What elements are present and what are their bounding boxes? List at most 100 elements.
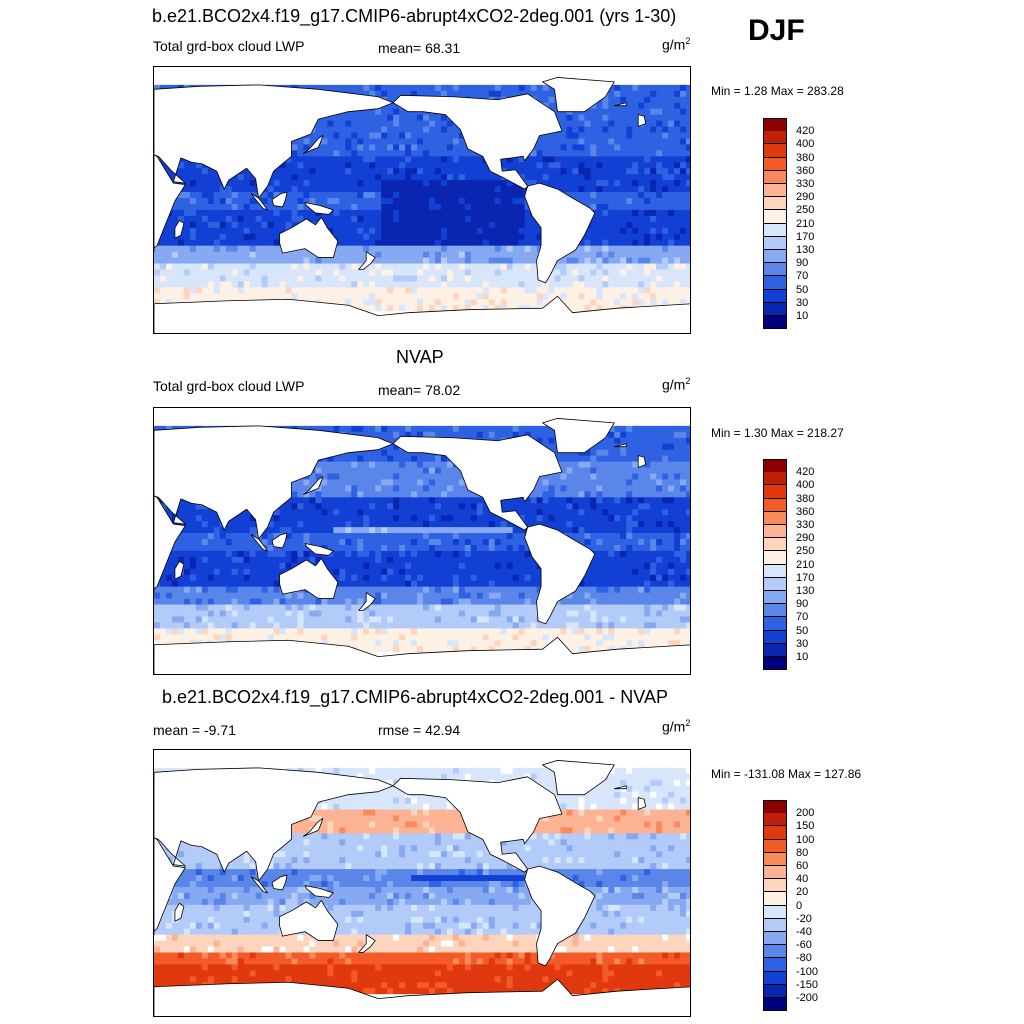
field-cell bbox=[440, 239, 448, 247]
field-cell bbox=[315, 215, 322, 223]
field-cell bbox=[333, 293, 340, 300]
field-cell bbox=[297, 215, 304, 223]
field-cell bbox=[321, 144, 328, 151]
field-cell bbox=[411, 209, 418, 217]
field-cell bbox=[339, 192, 346, 199]
field-cell bbox=[411, 239, 418, 247]
field-cell bbox=[632, 408, 639, 415]
field-cell bbox=[488, 203, 496, 211]
landmass-sumatra bbox=[250, 193, 268, 211]
field-cell bbox=[381, 215, 388, 223]
field-cell bbox=[399, 67, 406, 74]
field-cell bbox=[506, 431, 514, 439]
field-cell bbox=[662, 120, 669, 127]
field-cell bbox=[650, 425, 657, 433]
colorbar-tick-label: 210 bbox=[796, 217, 815, 230]
field-cell bbox=[177, 281, 185, 288]
field-cell bbox=[644, 287, 651, 294]
field-cell bbox=[530, 287, 537, 294]
field-cell bbox=[578, 287, 585, 294]
field-cell bbox=[154, 67, 161, 74]
field-cell bbox=[674, 186, 681, 193]
colorbar-swatch bbox=[763, 236, 787, 250]
field-cell bbox=[530, 150, 537, 157]
field-cell bbox=[620, 84, 627, 92]
field-cell bbox=[417, 84, 424, 92]
field-cell bbox=[393, 203, 400, 211]
field-cell bbox=[674, 168, 681, 175]
field-cell bbox=[369, 251, 376, 258]
field-cell bbox=[464, 150, 472, 157]
field-cell bbox=[506, 239, 514, 247]
field-cell bbox=[417, 269, 424, 276]
field-cell bbox=[171, 275, 179, 282]
field-cell bbox=[363, 198, 370, 205]
field-cell bbox=[668, 138, 675, 145]
field-cell bbox=[488, 239, 496, 247]
field-cell bbox=[434, 209, 442, 217]
field-cell bbox=[225, 233, 233, 241]
field-cell bbox=[566, 114, 573, 121]
field-cell bbox=[614, 67, 621, 74]
field-cell bbox=[201, 72, 209, 80]
field-cell bbox=[267, 293, 274, 300]
field-cell bbox=[680, 186, 687, 193]
field-cell bbox=[668, 192, 675, 199]
field-cell bbox=[327, 174, 334, 181]
field-cell bbox=[219, 198, 227, 205]
field-cell bbox=[620, 144, 627, 151]
field-cell bbox=[668, 96, 675, 104]
field-cell bbox=[321, 120, 328, 127]
field-cell bbox=[357, 138, 364, 145]
field-cell bbox=[632, 203, 639, 211]
field-cell bbox=[668, 408, 675, 415]
field-cell bbox=[279, 72, 286, 80]
field-cell bbox=[440, 198, 448, 205]
field-cell bbox=[590, 239, 597, 247]
field-cell bbox=[165, 299, 173, 306]
field-cell bbox=[446, 168, 454, 175]
field-cell bbox=[255, 408, 262, 415]
field-cell bbox=[638, 90, 645, 98]
field-cell bbox=[578, 67, 585, 74]
field-cell bbox=[482, 419, 490, 427]
field-cell bbox=[351, 192, 358, 199]
field-cell bbox=[500, 275, 508, 282]
field-cell bbox=[608, 144, 615, 151]
field-cell bbox=[183, 293, 191, 300]
field-cell bbox=[686, 269, 690, 276]
field-cell bbox=[154, 419, 161, 427]
field-cell bbox=[668, 209, 675, 217]
field-cell bbox=[494, 215, 502, 223]
colorbar-swatch bbox=[763, 223, 787, 237]
field-cell bbox=[662, 132, 669, 139]
field-cell bbox=[662, 150, 669, 157]
field-cell bbox=[536, 408, 543, 415]
field-cell bbox=[369, 180, 376, 187]
field-cell bbox=[154, 263, 161, 270]
field-cell bbox=[482, 84, 490, 92]
field-cell bbox=[596, 215, 603, 223]
field-cell bbox=[644, 203, 651, 211]
field-cell bbox=[219, 221, 227, 229]
field-cell bbox=[638, 209, 645, 217]
field-cell bbox=[590, 180, 597, 187]
field-cell bbox=[183, 227, 191, 235]
field-cell bbox=[339, 198, 346, 205]
field-cell bbox=[177, 419, 185, 427]
field-cell bbox=[411, 132, 418, 139]
field-cell bbox=[590, 227, 597, 235]
field-cell bbox=[165, 215, 173, 223]
field-cell bbox=[470, 305, 478, 312]
field-cell bbox=[680, 162, 687, 169]
field-cell bbox=[405, 299, 412, 306]
field-cell bbox=[686, 114, 690, 121]
field-cell bbox=[434, 408, 442, 415]
field-cell bbox=[213, 251, 221, 258]
field-cell bbox=[369, 425, 376, 433]
field-cell bbox=[279, 408, 286, 415]
field-cell bbox=[309, 192, 316, 199]
field-cell bbox=[602, 455, 609, 462]
colorbar-swatch bbox=[763, 210, 787, 224]
field-cell bbox=[524, 203, 531, 211]
